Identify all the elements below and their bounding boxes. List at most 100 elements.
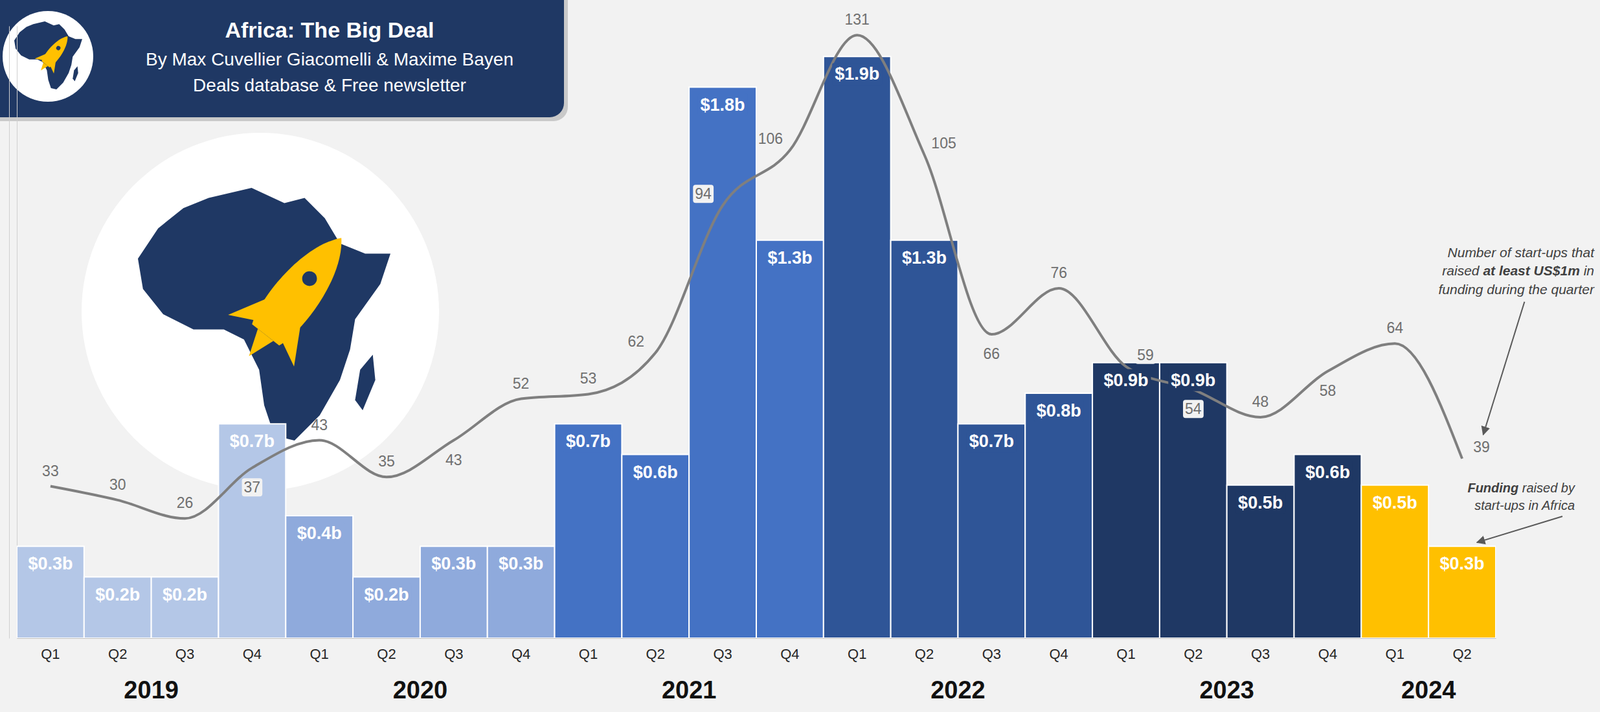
line-label-group: 33: [42, 462, 59, 480]
bar-label-group: $0.6b: [1302, 461, 1353, 484]
title-panel: [0, 0, 564, 118]
bar-label-group: $1.9b: [832, 62, 882, 85]
bar-label: $0.7b: [565, 431, 611, 451]
line-label: 106: [758, 130, 783, 147]
x-tick-label: Q1: [1385, 645, 1405, 662]
x-tick-label: Q4: [780, 645, 800, 662]
bar-label: $0.9b: [1170, 370, 1216, 390]
x-tick: Q3: [444, 637, 463, 662]
annotation-run: during: [1482, 281, 1525, 297]
rocket-body: [40, 32, 73, 69]
decoration: [81, 132, 440, 491]
annotation-run: funding: [1438, 281, 1483, 297]
bar-label: $0.2b: [162, 584, 208, 605]
annotation-run: raised: [1518, 480, 1558, 495]
annotation-run: in: [1579, 262, 1595, 278]
bar-label: $0.3b: [1440, 553, 1485, 574]
bar-label-patch: [1235, 491, 1286, 514]
line-label-group: 66: [983, 345, 1001, 362]
bar: [84, 576, 152, 639]
line-label: 131: [845, 11, 870, 28]
line-label: 26: [176, 494, 194, 511]
annotation-line: raised at least US$1m in: [1442, 262, 1595, 278]
annotation-run: start-ups: [1511, 244, 1569, 260]
line-label-group: 43: [445, 451, 463, 469]
x-tick: Q3: [982, 637, 1002, 662]
bar-label-group: $0.4b: [294, 521, 345, 544]
bar-label-group: $0.2b: [159, 583, 210, 606]
bar-label: $0.6b: [1305, 462, 1351, 482]
madagascar-shape: [72, 66, 78, 81]
line-label-patch: [242, 477, 263, 496]
x-tick: Q1: [578, 637, 598, 662]
annotation-run: at: [1479, 262, 1497, 278]
line-label-group: 106: [756, 129, 785, 148]
bar-label-patch: [1034, 399, 1084, 422]
bar-label: $0.3b: [498, 553, 544, 574]
x-tick: Q2: [646, 637, 665, 662]
line-label-group: 105: [931, 134, 956, 152]
bar-label: $0.6b: [633, 462, 678, 482]
bar-label-patch: [698, 93, 748, 116]
line-label-group: 53: [580, 369, 598, 387]
line-label-group: 94: [692, 184, 714, 203]
x-tick: Q3: [1250, 637, 1270, 662]
line-label-patch: [692, 184, 714, 203]
bar: [16, 545, 85, 638]
title: Africa: The Big Deal: [224, 17, 434, 43]
x-tick-label: Q1: [578, 645, 598, 662]
line-label-group: 131: [845, 11, 870, 28]
bar-label-patch: [764, 246, 815, 269]
line-label: 59: [1137, 346, 1154, 364]
annotation-line: Number of start-ups that: [1447, 244, 1596, 260]
bar-label-group: $0.3b: [1437, 552, 1488, 575]
rocket-icon: [31, 28, 78, 78]
x-tick: Q4: [511, 637, 531, 662]
logo-circle: [2, 11, 94, 102]
bar: [1092, 362, 1160, 638]
x-tick: Q2: [1183, 637, 1203, 662]
x-tick: Q4: [1318, 637, 1338, 662]
bar: [352, 576, 421, 639]
x-axis: Q1Q2Q3Q4Q1Q2Q3Q4Q1Q2Q3Q4Q1Q2Q3Q4Q1Q2Q3Q4…: [17, 637, 1497, 662]
bar-label-group: $0.9b: [1100, 369, 1151, 392]
x-tick: Q2: [914, 637, 934, 662]
x-tick: Q3: [175, 637, 195, 662]
x-tick: Q1: [40, 637, 60, 662]
bar: [756, 240, 824, 638]
rocket-window: [299, 268, 320, 289]
bar-label: $1.8b: [700, 95, 746, 115]
x-tick-label: Q2: [1183, 645, 1203, 662]
annotation-run: start-ups: [1474, 497, 1525, 513]
x-group-label: 2019: [123, 676, 179, 704]
bar-label-patch: [92, 583, 143, 606]
bar: [1025, 393, 1093, 638]
bar-label: $0.7b: [969, 431, 1015, 451]
annotation-run: US$1m: [1530, 262, 1580, 278]
line-label-group: 30: [109, 475, 127, 493]
x-tick-label: Q2: [376, 645, 396, 662]
bar: [823, 56, 891, 638]
annotation-run: Africa: [1538, 497, 1575, 513]
x-tick-label: Q4: [511, 645, 531, 662]
line-label: 43: [445, 451, 463, 469]
bar-label-group: $0.7b: [966, 429, 1017, 452]
bar-label-patch: [1370, 491, 1420, 514]
line-label-patch: [1135, 345, 1156, 364]
rocket-body: [247, 223, 361, 350]
bar: [420, 545, 488, 638]
bar-label: $0.8b: [1036, 400, 1082, 421]
x-group-label: 2020: [393, 676, 449, 704]
x-tick: Q2: [108, 637, 127, 662]
bar-label-patch: [1100, 369, 1151, 392]
annotation-run: by: [1557, 480, 1576, 495]
bar-label-group: $0.3b: [428, 552, 479, 575]
bar-label-group: $0.3b: [495, 552, 546, 575]
annotation-line: start-ups in Africa: [1474, 497, 1575, 513]
bar-label-patch: [563, 429, 614, 452]
bar-label-patch: [832, 62, 882, 85]
rocket-icon: [216, 211, 375, 382]
rocket-window: [55, 45, 61, 52]
bar: [1361, 484, 1429, 638]
x-tick: Q4: [1049, 637, 1069, 662]
